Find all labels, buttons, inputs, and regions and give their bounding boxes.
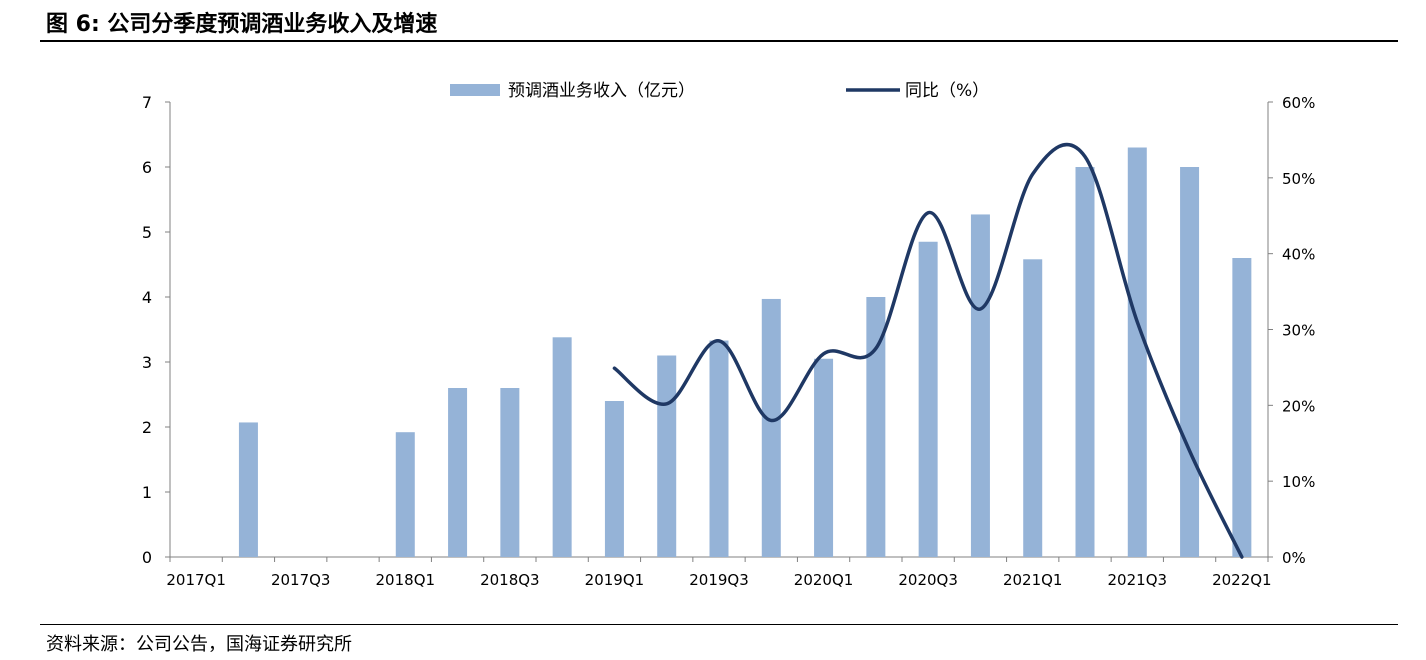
combo-chart: 0 1 2 3 4 5 6 7 0% 10% 20% 30% 40% 50% 60% 2017Q1 2017Q3…	[142, 81, 1316, 589]
bar-2020Q2	[866, 297, 886, 557]
left-tick-label: 4	[142, 288, 152, 307]
right-tick-label: 10%	[1282, 473, 1315, 491]
left-tick-label: 1	[142, 483, 152, 502]
bar-2020Q3	[918, 241, 938, 557]
right-tick-label: 30%	[1282, 322, 1315, 340]
x-tick-label: 2020Q3	[898, 571, 958, 589]
x-tick-label: 2019Q1	[585, 571, 645, 589]
bar-2021Q2	[1075, 167, 1095, 557]
bar-2018Q3	[500, 388, 520, 557]
x-tick-label: 2021Q1	[1003, 571, 1063, 589]
right-tick-label: 20%	[1282, 397, 1315, 415]
x-tick-label: 2019Q3	[689, 571, 749, 589]
bottom-rule	[40, 624, 1398, 625]
legend-swatch-revenue	[450, 84, 500, 96]
bar-2018Q1	[395, 432, 415, 557]
right-tick-label: 60%	[1282, 94, 1315, 112]
bar-2019Q2	[657, 355, 677, 557]
figure-title: 图 6: 公司分季度预调酒业务收入及增速	[46, 12, 438, 37]
left-tick-label: 5	[142, 223, 152, 242]
bar-2019Q4	[761, 298, 781, 557]
left-tick-label: 6	[142, 158, 152, 177]
left-tick-label: 3	[142, 353, 152, 372]
x-tick-label: 2021Q3	[1108, 571, 1168, 589]
bar-2020Q1	[814, 358, 834, 557]
left-tick-label: 2	[142, 418, 152, 437]
bar-2018Q2	[448, 388, 468, 557]
source-note: 资料来源：公司公告，国海证券研究所	[46, 634, 352, 655]
x-tick-label: 2017Q1	[166, 571, 226, 589]
x-tick-label: 2022Q1	[1212, 571, 1272, 589]
bar-2021Q4	[1180, 167, 1200, 557]
left-tick-label: 7	[142, 93, 152, 112]
x-tick-label: 2017Q3	[271, 571, 331, 589]
bar-2020Q4	[970, 214, 990, 557]
legend-label-yoy: 同比（%）	[905, 81, 989, 101]
bar-2017Q2	[238, 422, 258, 557]
right-tick-label: 50%	[1282, 170, 1315, 188]
x-tick-label: 2018Q3	[480, 571, 540, 589]
bar-2022Q1	[1232, 258, 1252, 557]
bar-2019Q3	[709, 340, 729, 557]
x-tick-label: 2020Q1	[794, 571, 854, 589]
x-tick-label: 2018Q1	[376, 571, 436, 589]
left-tick-label: 0	[142, 548, 152, 567]
bar-2021Q3	[1127, 147, 1147, 557]
right-tick-label: 0%	[1282, 549, 1306, 567]
legend-label-revenue: 预调酒业务收入（亿元）	[508, 81, 695, 101]
yoy-growth-line	[612, 142, 1244, 559]
top-rule	[40, 40, 1398, 42]
bar-2019Q1	[604, 401, 624, 557]
bar-2018Q4	[552, 337, 572, 557]
right-tick-label: 40%	[1282, 246, 1315, 264]
bar-2021Q1	[1023, 259, 1043, 557]
